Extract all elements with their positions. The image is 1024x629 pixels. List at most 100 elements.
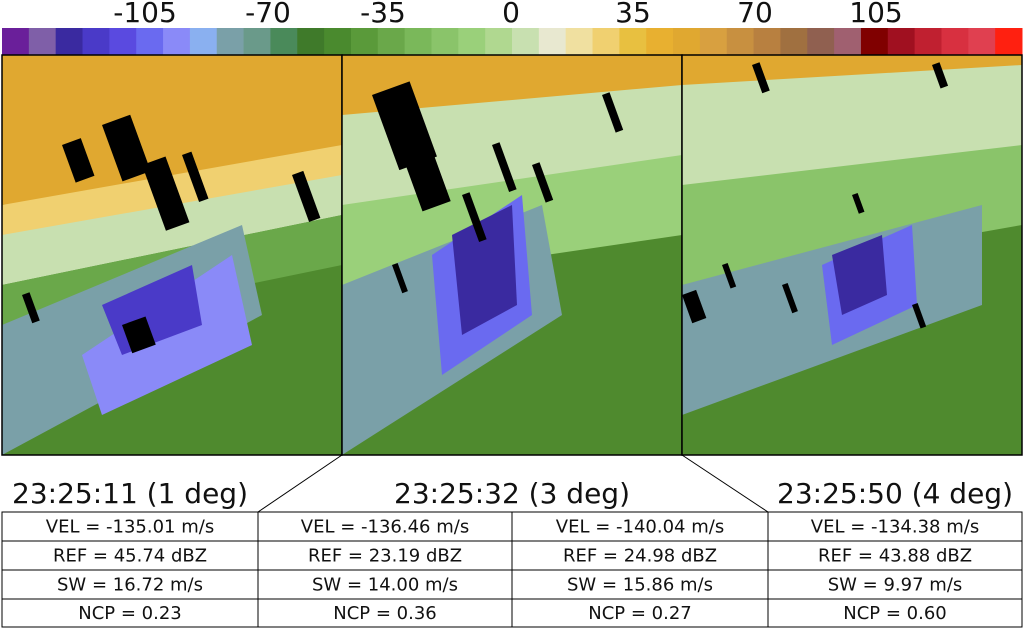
table-cell [767, 540, 1023, 571]
table-cell-text: VEL = -135.01 m/s [46, 517, 214, 538]
table-cell [257, 540, 513, 571]
panel-title: 23:25:11 (1 deg) [12, 477, 248, 510]
table-cell [767, 598, 1023, 628]
radar-region [452, 205, 517, 335]
table-cell [257, 598, 513, 628]
panel-border [681, 54, 1023, 456]
table-cell-text: SW = 15.86 m/s [567, 575, 713, 596]
colorbar-segment [565, 28, 594, 55]
table-cell-text: SW = 9.97 m/s [828, 575, 963, 596]
no-data-gate [462, 192, 487, 242]
colorbar-segment [458, 28, 486, 55]
colorbar-segment [350, 28, 379, 55]
no-data-gate [602, 92, 624, 133]
no-data-gate [912, 302, 927, 329]
no-data-gate [532, 162, 554, 203]
colorbar-segment [216, 28, 245, 55]
colorbar-segment [2, 28, 30, 55]
colorbar-segment [673, 28, 701, 55]
table-cell-text: VEL = -134.38 m/s [811, 517, 979, 538]
table-cell [767, 511, 1023, 542]
colorbar-segment [834, 28, 862, 55]
colorbar-segment [646, 28, 674, 55]
table-cell-text: NCP = 0.23 [78, 603, 182, 624]
colorbar-segment [592, 28, 620, 55]
table-cell-text: REF = 23.19 dBZ [308, 546, 462, 567]
no-data-gate [102, 114, 151, 182]
colorbar-segment [55, 28, 84, 55]
colorbar-tick-label: 0 [502, 0, 520, 29]
radar-region [832, 235, 887, 315]
colorbar-segment [995, 28, 1023, 55]
colorbar-segment [324, 28, 352, 55]
colorbar-segment [780, 28, 808, 55]
table-cell-text: REF = 45.74 dBZ [53, 546, 207, 567]
colorbar-segment [377, 28, 406, 55]
table-cell-text: REF = 24.98 dBZ [563, 546, 717, 567]
radar-panel [342, 55, 682, 455]
colorbar-segment [136, 28, 164, 55]
table-cell-text: NCP = 0.27 [588, 603, 692, 624]
table-cell-text: REF = 43.88 dBZ [818, 546, 972, 567]
colorbar-segment [726, 28, 755, 55]
table-cell [1, 598, 259, 628]
colorbar-tick-label: -35 [360, 0, 406, 29]
no-data-gate [492, 142, 517, 192]
table-cell-text: SW = 14.00 m/s [312, 575, 458, 596]
no-data-gate [682, 289, 707, 324]
colorbar-segment [404, 28, 432, 55]
no-data-gate [181, 151, 209, 202]
no-data-gate [292, 170, 321, 222]
no-data-gate [752, 62, 770, 94]
table-cell-text: SW = 16.72 m/s [57, 575, 203, 596]
table-cell-text: VEL = -136.46 m/s [301, 517, 469, 538]
no-data-gate [932, 62, 949, 89]
colorbar-segment [914, 28, 942, 55]
radar-panel [2, 55, 342, 455]
table-cell-text: NCP = 0.36 [333, 603, 437, 624]
radar-panel [682, 55, 1022, 455]
colorbar-segment [270, 28, 298, 55]
colorbar-segment [28, 28, 57, 55]
table-cell [257, 511, 513, 542]
panel-title: 23:25:50 (4 deg) [777, 477, 1013, 510]
colorbar-segment [297, 28, 325, 55]
table-cell [511, 598, 769, 628]
colorbar-tick-label: 35 [615, 0, 651, 29]
no-data-gate [402, 144, 451, 212]
colorbar-segment [699, 28, 728, 55]
colorbar-segment [189, 28, 218, 55]
radar-region [682, 145, 1022, 285]
colorbar-segment [512, 28, 540, 55]
connector [257, 454, 343, 513]
no-data-gate [722, 262, 737, 289]
colorbar-tick-label: -105 [113, 0, 177, 29]
radar-region [2, 175, 342, 285]
colorbar-segment [485, 28, 513, 55]
table-cell-text: VEL = -140.04 m/s [556, 517, 724, 538]
colorbar-segment [82, 28, 110, 55]
panel-title: 23:25:32 (3 deg) [394, 477, 630, 510]
colorbar-segment [968, 28, 996, 55]
no-data-gate [782, 282, 798, 314]
no-data-gate [371, 81, 437, 171]
colorbar-segment [887, 28, 916, 55]
no-data-gate [141, 156, 190, 231]
connector [681, 454, 769, 513]
no-data-gate [851, 192, 865, 214]
colorbar-segment [243, 28, 271, 55]
table-cell [511, 511, 769, 542]
no-data-gate [61, 138, 95, 183]
table-cell [511, 569, 769, 600]
no-data-gate [122, 316, 156, 354]
colorbar-segment [619, 28, 647, 55]
colorbar-tick-label: 70 [737, 0, 773, 29]
colorbar-tick-label: -70 [245, 0, 291, 29]
no-data-gate [21, 292, 40, 324]
table-cell [1, 540, 259, 571]
colorbar-segment [109, 28, 137, 55]
table-cell-text: NCP = 0.60 [843, 603, 947, 624]
colorbar-segment [431, 28, 459, 55]
colorbar-segment [941, 28, 969, 55]
